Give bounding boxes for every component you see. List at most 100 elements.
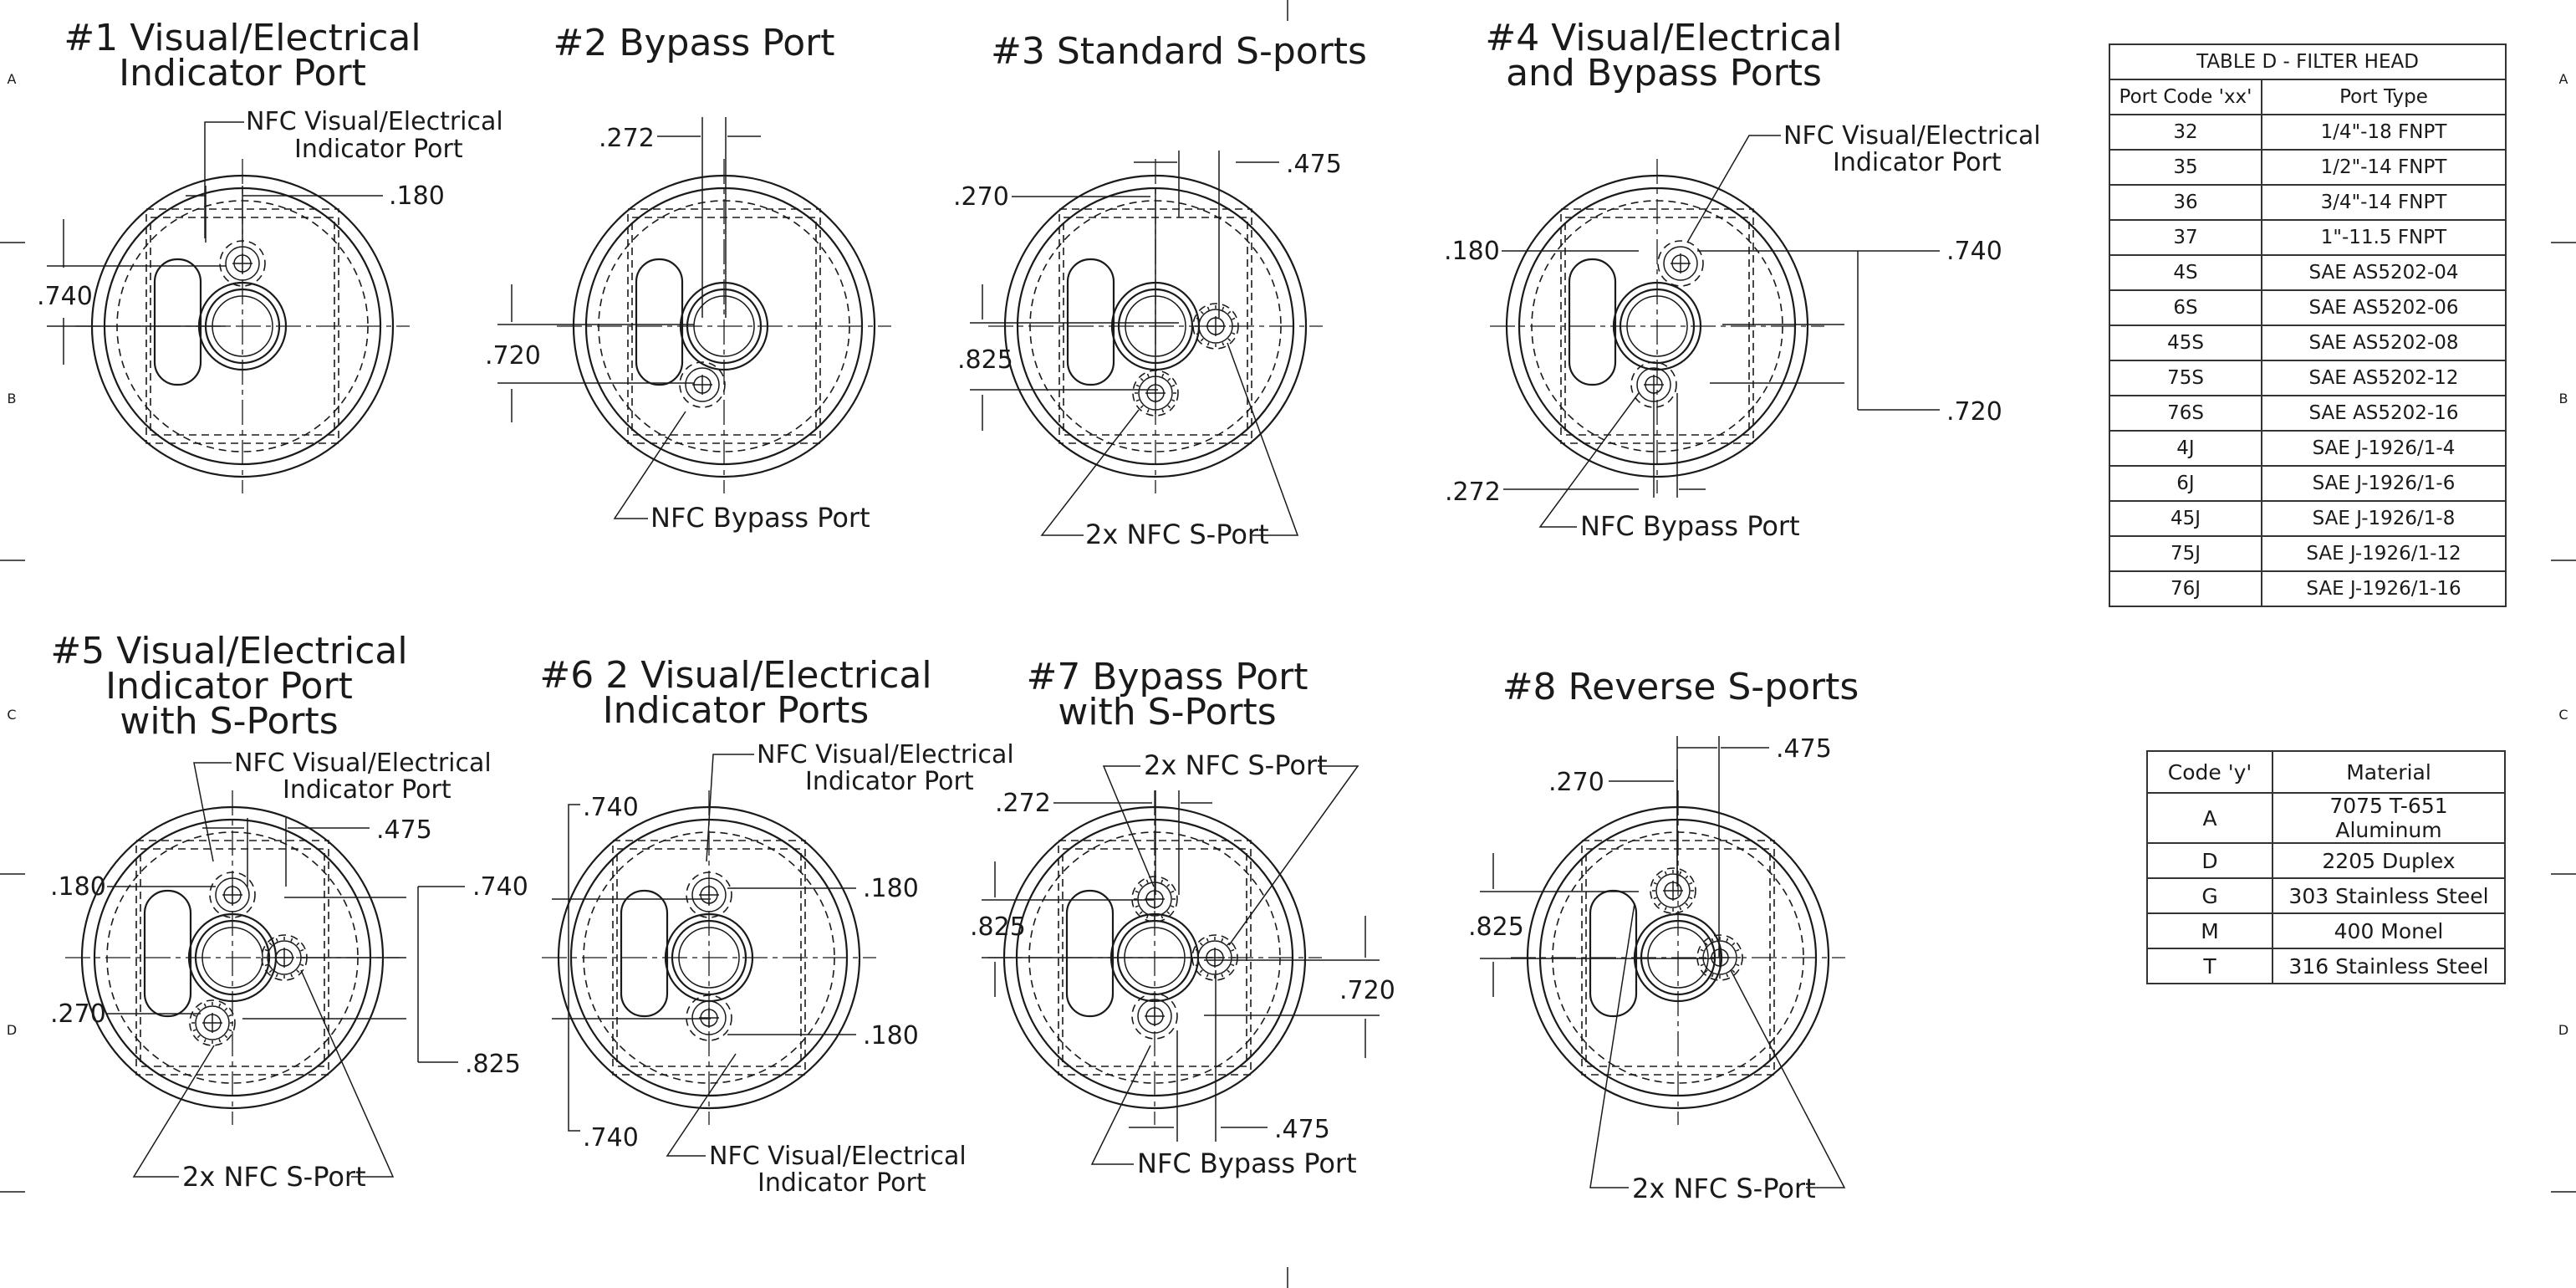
slot-cutout [143,889,192,1018]
dimension-label: .272 [599,124,655,153]
table-row: A 7075 T-651 Aluminum [2146,792,2506,844]
indicator-port [1657,240,1704,287]
dimension-label: .180 [1444,237,1500,266]
leader-line [204,121,244,238]
indicator-port [209,871,256,918]
port-type-cell: SAE AS5202-16 [2261,395,2507,432]
callout-label: NFC Bypass Port [1137,1147,1357,1179]
leader-line [666,1053,737,1157]
leader-line [613,411,686,519]
view-title: with S-Ports [120,700,338,743]
table-row: 35 1/2"-14 FNPT [2109,149,2507,186]
port-code-cell: 76S [2109,395,2262,432]
port-type-cell: SAE J-1926/1-16 [2261,570,2507,607]
dimension-label: .825 [970,912,1026,942]
port-type-cell: 1/4"-18 FNPT [2261,114,2507,151]
view-3: #3 Standard S-ports .475 .270 .825 2x NF… [953,30,1367,550]
table-row: 4J SAE J-1926/1-4 [2109,430,2507,467]
dimension-label: .180 [863,1021,919,1050]
dimension-label: .475 [376,815,432,845]
s-port [1192,303,1239,350]
view-title: #7 Bypass Port [1026,656,1308,698]
dimension-label: .825 [1468,912,1524,942]
bypass-port [1131,993,1178,1040]
leader-line [1228,765,1359,946]
dimension-label: .180 [389,181,445,211]
table-row: 36 3/4"-14 FNPT [2109,184,2507,221]
dimension-label: .270 [50,999,106,1029]
slot-cutout [1589,889,1638,1018]
view-title: #4 Visual/Electrical [1485,17,1842,59]
callout-label: 2x NFC S-Port [1144,749,1328,781]
bypass-port [679,361,726,408]
material-code-cell: T [2146,948,2273,984]
port-type-cell: SAE AS5202-08 [2261,325,2507,361]
callout-label: 2x NFC S-Port [1085,519,1269,550]
view-8: #8 Reverse S-ports .475 .270 .825 2x NFC… [1468,666,1859,1204]
port-type-cell: SAE J-1926/1-6 [2261,465,2507,502]
view-5: #5 Visual/Electrical Indicator Port with… [50,630,528,1193]
port-code-cell: 75J [2109,535,2262,572]
column-header: Port Code 'xx' [2109,79,2262,115]
dimension-label: .825 [465,1050,521,1079]
view-title: with S-Ports [1058,691,1276,733]
view-title: Indicator Port [119,52,366,95]
callout-label: NFC Visual/Electrical [1783,121,2041,151]
zone-letter: C [2558,707,2568,723]
view-2: #2 Bypass Port .272 .720 NFC Bypass Port [485,22,870,534]
material-name-cell: 2205 Duplex [2272,842,2506,879]
s-port [189,999,236,1046]
leader-line [1090,1045,1151,1165]
slot-cutout [620,889,669,1018]
view-1: #1 Visual/Electrical Indicator Port NFC … [37,17,503,365]
callout-label: 2x NFC S-Port [1632,1173,1816,1204]
leader-line [706,754,754,862]
zone-letter: D [2558,1022,2568,1038]
view-title: #8 Reverse S-ports [1502,666,1859,708]
leader-line [193,762,232,862]
column-header: Material [2272,750,2506,794]
callout-label: NFC Visual/Electrical [709,1142,967,1171]
callout-label: 2x NFC S-Port [182,1161,366,1193]
view-title: #2 Bypass Port [553,22,834,64]
filter-head-body [557,159,891,493]
callout-label: NFC Visual/Electrical [234,749,492,778]
port-code-cell: 37 [2109,219,2262,256]
leader-line [1040,409,1140,536]
callout-label: Indicator Port [757,1168,926,1198]
table-row: 45S SAE AS5202-08 [2109,325,2507,361]
dimension-label: .475 [1274,1115,1330,1144]
view-title: #1 Visual/Electrical [64,17,421,59]
callout-label: Indicator Port [805,767,974,796]
port-type-cell: SAE J-1926/1-12 [2261,535,2507,572]
dimension-label: .180 [50,872,106,902]
material-code-cell: D [2146,842,2273,879]
view-title: and Bypass Ports [1506,52,1822,95]
material-code-cell: M [2146,912,2273,949]
leader-line [1102,765,1155,887]
dimension-label: .272 [1445,478,1501,507]
dimension-label: .720 [1946,397,2002,427]
filter-head-body [1511,790,1845,1125]
table-header-row: Port Code 'xx' Port Type [2109,79,2507,115]
dimension-label: .740 [1946,237,2002,266]
slot-cutout [1066,258,1115,386]
port-code-cell: 6J [2109,465,2262,502]
dimension-label: .475 [1286,150,1342,179]
dimension-label: .825 [957,345,1013,375]
table-header-row: Code 'y' Material [2146,750,2506,794]
callout-label: NFC Bypass Port [650,502,870,534]
leader-line [1227,342,1299,536]
callout-label: NFC Visual/Electrical [757,740,1014,769]
material-code-table: Code 'y' Material A 7075 T-651 Aluminum D… [2146,750,2506,984]
dimension-label: .740 [37,282,93,311]
table-row: 6J SAE J-1926/1-6 [2109,465,2507,502]
zone-letter: A [8,71,17,87]
slot-cutout [635,258,684,386]
dimension-label: .180 [863,874,919,903]
callout-label: Indicator Port [294,135,463,164]
table-row: 4S SAE AS5202-04 [2109,254,2507,291]
dimension-label: .740 [472,872,528,902]
view-title: #6 2 Visual/Electrical [539,654,931,697]
